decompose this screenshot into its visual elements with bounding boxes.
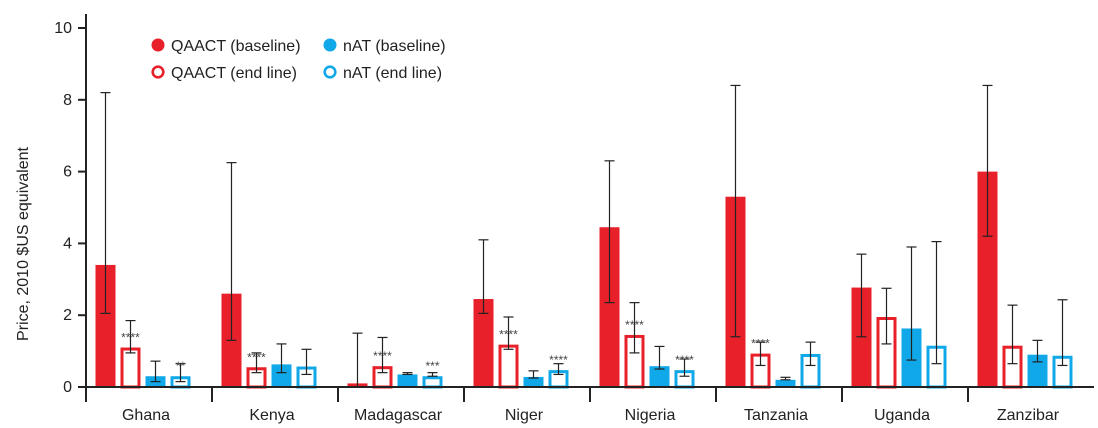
bar (473, 299, 494, 387)
y-tick-label: 10 (54, 20, 72, 37)
bars-layer (95, 171, 1073, 389)
y-tick-label: 2 (63, 307, 72, 324)
x-category-label: Zanzibar (997, 407, 1060, 424)
bar (397, 374, 418, 387)
significance-label: **** (675, 353, 694, 367)
significance-label: **** (549, 353, 568, 367)
significance-label: **** (625, 318, 644, 332)
axes-layer (85, 14, 1094, 402)
x-category-label: Kenya (249, 407, 294, 424)
x-category-label: Niger (505, 407, 544, 424)
bar (599, 227, 620, 387)
y-tick-label: 4 (63, 235, 72, 252)
significance-layer: ********** *************************** (121, 318, 770, 373)
legend-marker (151, 65, 165, 79)
x-category-label: Madagascar (354, 407, 443, 424)
x-category-label: Ghana (122, 407, 170, 424)
y-tick-label: 6 (63, 164, 72, 181)
bar (649, 366, 670, 387)
error-bars-layer (100, 84, 1068, 388)
bar (95, 264, 116, 387)
legend-marker (323, 65, 337, 79)
legend-label: nAT (baseline) (343, 38, 446, 55)
bar (498, 344, 519, 389)
bar (523, 376, 544, 387)
y-axis-ticks: 0 2 4 6 8 10 (54, 20, 86, 396)
category-labels-layer: Ghana Kenya Madagascar Niger Nigeria Tanzania… (122, 407, 1060, 424)
significance-label: *** (425, 359, 439, 373)
bar (120, 347, 141, 389)
significance-label: **** (247, 350, 266, 364)
significance-label: **** (751, 337, 770, 351)
significance-label: ** (176, 359, 186, 373)
legend-label: nAT (end line) (343, 65, 442, 82)
x-category-label: Uganda (874, 407, 930, 424)
significance-label: **** (373, 349, 392, 363)
legend-label: QAACT (end line) (171, 65, 297, 82)
significance-label: **** (499, 328, 518, 342)
y-axis-label: Price, 2010 $US equivalent (15, 147, 32, 341)
legend-marker (151, 38, 165, 52)
bar (775, 379, 796, 387)
legend-label: QAACT (baseline) (171, 38, 301, 55)
x-category-label: Nigeria (625, 407, 676, 424)
legend-marker (323, 38, 337, 52)
legend: QAACT (baseline) QAACT (end line) nAT (bas… (151, 38, 446, 82)
bar (271, 364, 292, 387)
x-category-label: Tanzania (744, 407, 808, 424)
bar (422, 376, 443, 389)
y-tick-label: 0 (63, 379, 72, 396)
significance-label: **** (121, 331, 140, 345)
y-tick-label: 8 (63, 92, 72, 109)
bar (1027, 354, 1048, 387)
bar (977, 171, 998, 387)
